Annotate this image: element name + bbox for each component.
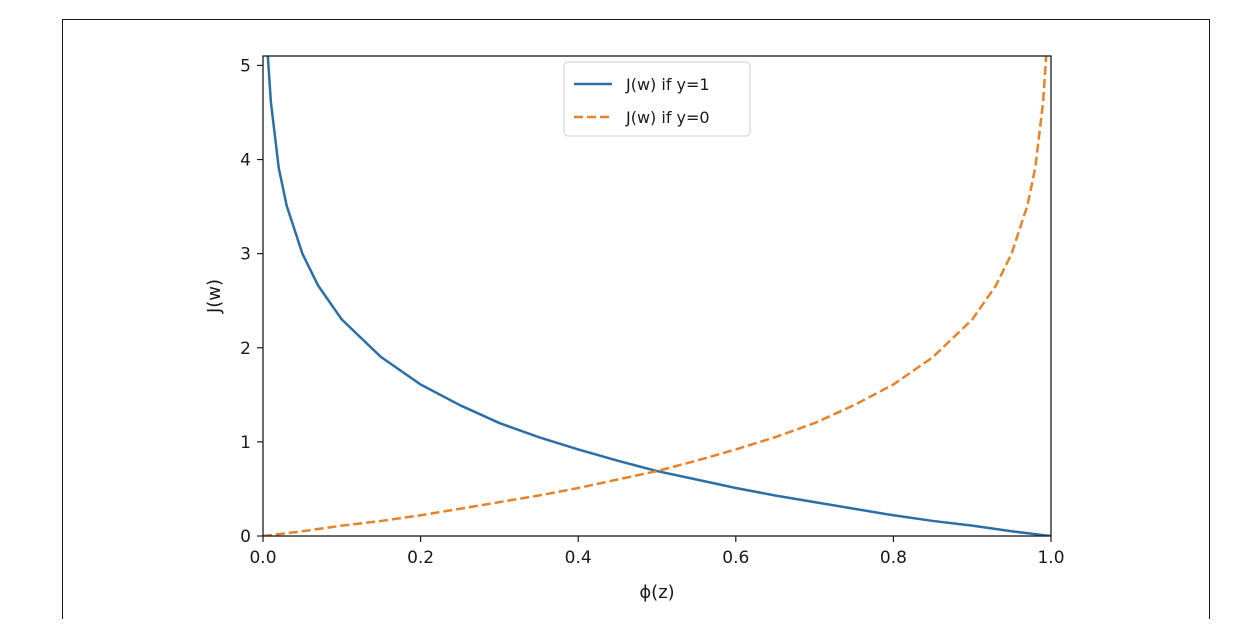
x-tick-label: 0.8 <box>880 548 907 568</box>
axes-box <box>262 55 1052 537</box>
x-tick-label: 0.4 <box>565 548 592 568</box>
series-line-1 <box>266 56 1051 536</box>
legend-box <box>563 61 751 137</box>
legend: J(w) if y=1 J(w) if y=0 <box>563 61 751 137</box>
legend-label-series-1: J(w) if y=1 <box>625 75 710 94</box>
x-tick-label: 0.2 <box>407 548 434 568</box>
x-tick-label: 0.6 <box>722 548 749 568</box>
y-tick-label: 5 <box>240 56 251 76</box>
legend-label-series-2: J(w) if y=0 <box>625 108 710 127</box>
y-tick-label: 1 <box>240 433 251 453</box>
y-axis-label: J(w) <box>204 279 225 314</box>
x-tick-label: 0.0 <box>249 548 276 568</box>
y-tick-label: 0 <box>240 527 251 547</box>
y-tick-label: 2 <box>240 339 251 359</box>
x-axis-label: ϕ(z) <box>639 582 674 603</box>
series-line-2 <box>263 56 1048 536</box>
y-tick-label: 4 <box>240 151 251 171</box>
y-tick-label: 3 <box>240 245 251 265</box>
figure-frame <box>62 19 1210 619</box>
x-tick-label: 1.0 <box>1037 548 1064 568</box>
